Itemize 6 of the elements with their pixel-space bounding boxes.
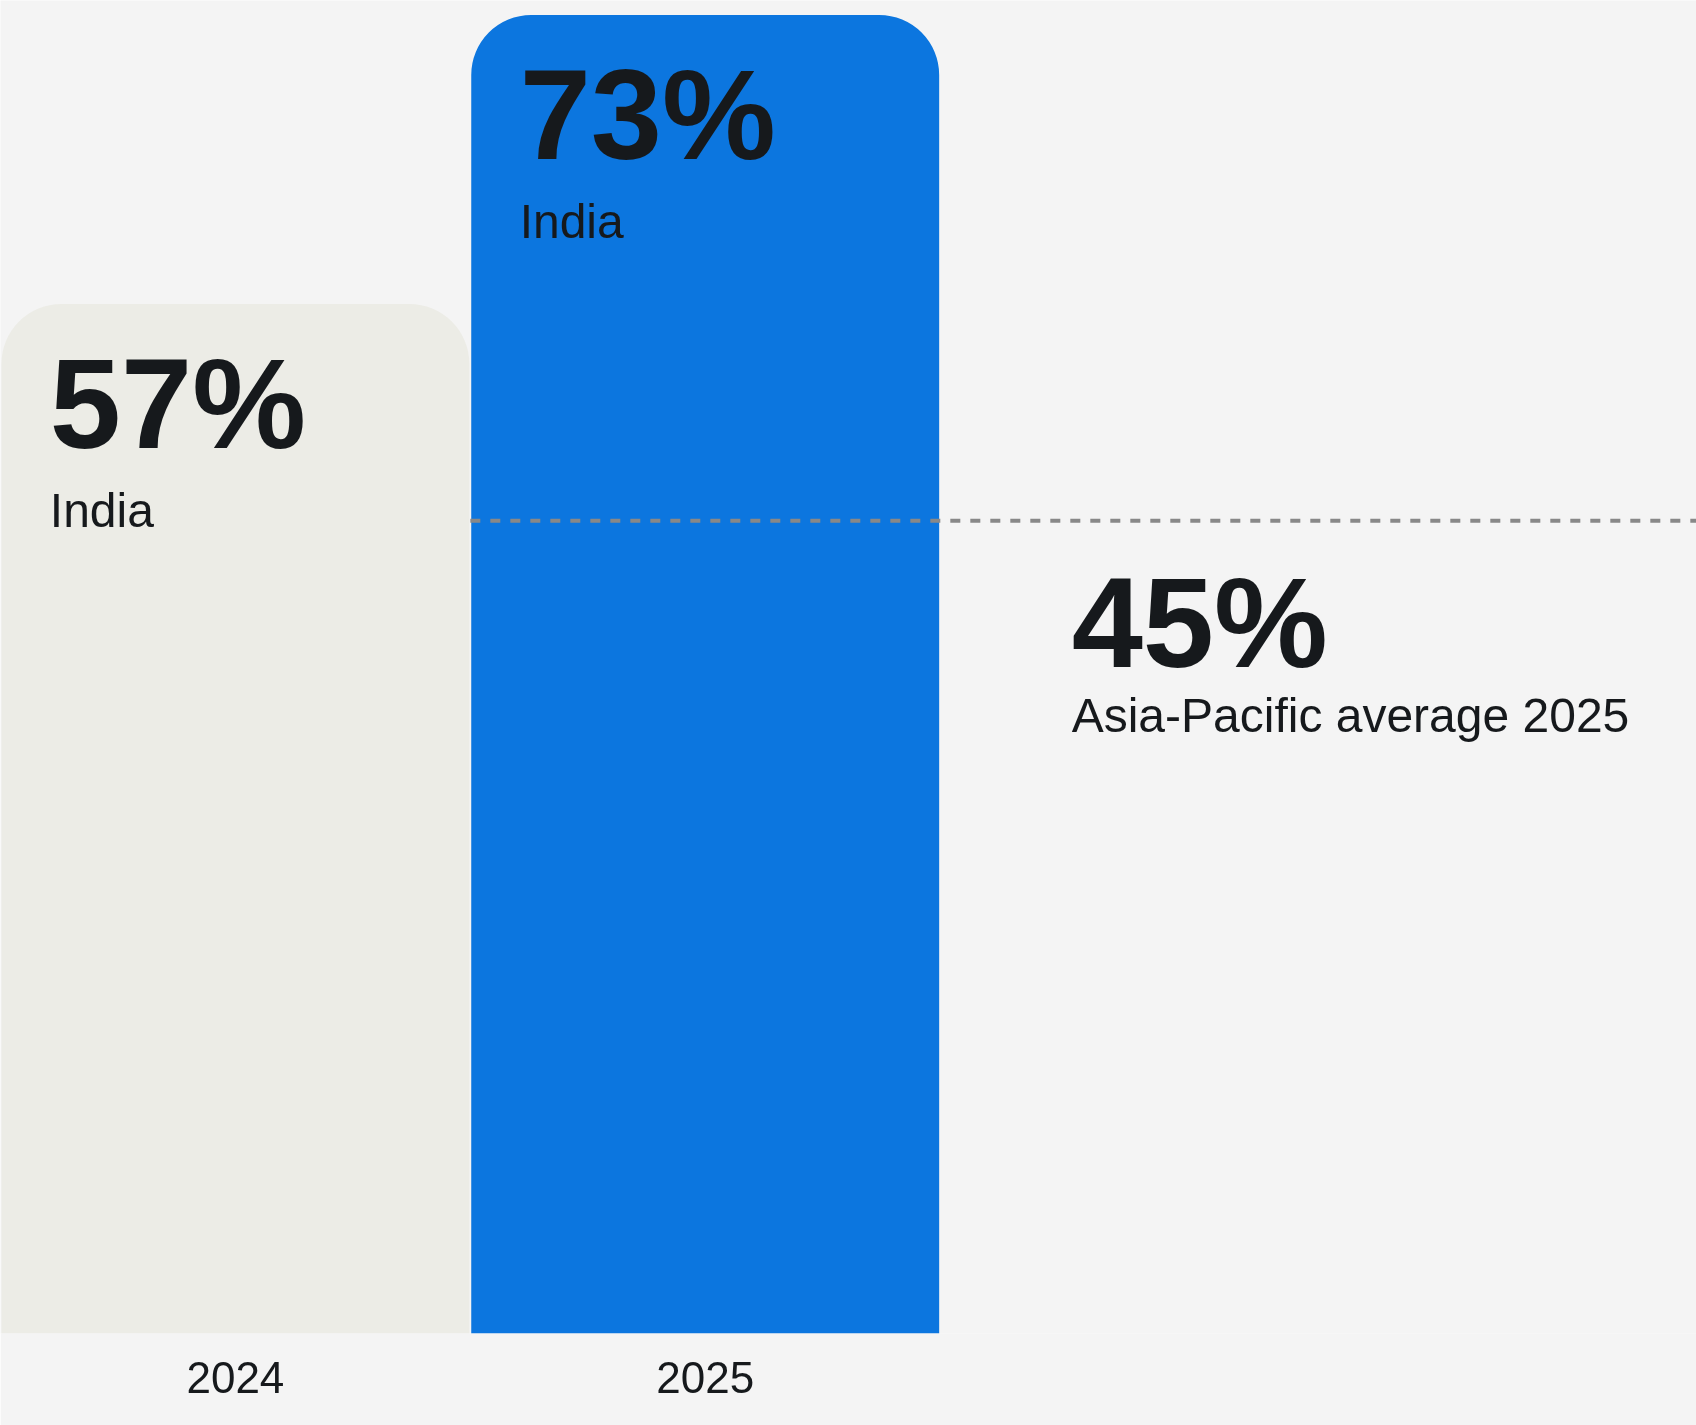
x-tick-label: 2025 [656,1352,755,1402]
data-label: 73% [519,43,776,186]
x-tick-label: 2024 [186,1352,285,1402]
annotation: India [49,483,155,537]
annotation: India [519,195,625,248]
data-label: 57% [49,331,307,475]
